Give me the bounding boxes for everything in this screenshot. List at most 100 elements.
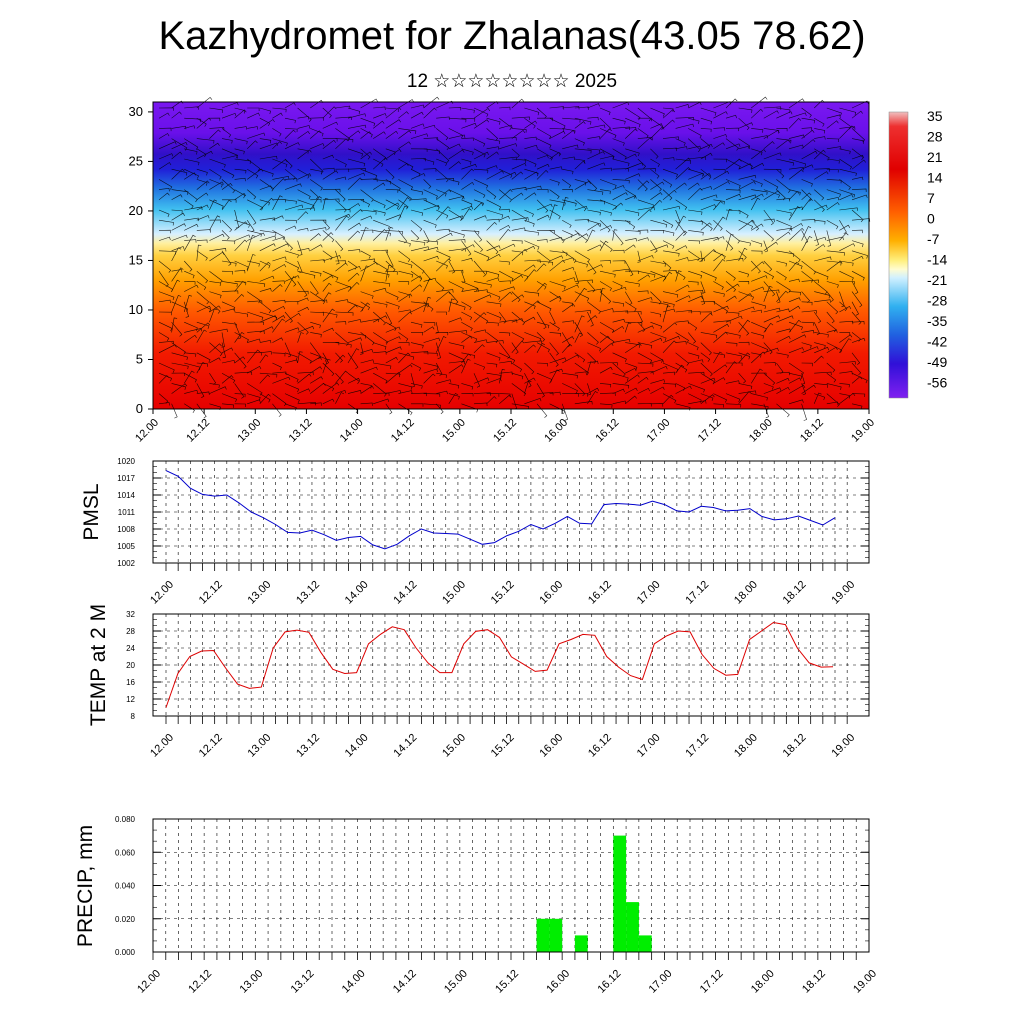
wind-barb [209,117,221,122]
precip-grid [152,819,869,952]
precip-y-tick-label: 0.080 [115,815,136,824]
wind-barb [536,301,552,312]
wind-barb [259,119,275,129]
wind-barb [448,209,463,221]
wind-barb [814,168,830,172]
wind-barb [826,281,839,288]
wind-barb [184,403,195,414]
wind-barb [398,111,409,119]
wind-barb [373,179,391,185]
wind-barb [751,286,765,292]
wind-barb [700,332,718,339]
wind-barb [612,286,627,292]
wind-barb [763,260,773,272]
wind-barb [461,168,475,180]
wind-barb [801,117,815,124]
wind-barb [813,311,822,324]
wind-barb [335,105,351,110]
wind-barb [360,227,369,241]
wind-barb [360,98,378,109]
wind-barb [297,107,312,122]
wind-barb [574,291,590,302]
wind-barb [284,342,292,358]
wind-barb [612,202,624,211]
wind-barb [839,107,857,116]
wind-barb [751,162,765,170]
wind-barb [284,117,296,124]
wind-barb [776,250,795,257]
wind-barb [625,321,643,326]
wind-barb [637,250,641,263]
wind-barb [511,403,529,410]
wind-barb [662,205,681,211]
temp-x-tick-label: 13.12 [294,732,322,760]
wind-barb [322,230,335,243]
wind-barb [448,393,460,400]
wind-barb [624,128,638,139]
wind-barb [574,180,591,190]
wind-barb [699,250,703,262]
wind-barb [410,383,423,389]
colorbar-label: -56 [927,375,947,391]
precip-y-tick-label: 0.020 [115,915,136,924]
wind-barb [385,148,402,160]
wind-barb [247,399,261,405]
wind-barb [347,372,360,384]
temp-grid [153,614,869,716]
wind-barb [486,253,501,262]
wind-barb [461,158,472,165]
wind-barb [423,277,437,282]
wind-barb [851,332,861,342]
wind-barb [688,352,700,359]
wind-barb [662,371,676,376]
wind-barb [259,301,272,314]
wind-barb [612,352,627,363]
wind-barb [310,179,323,191]
wind-barb [196,117,207,127]
wind-barb [259,243,276,252]
wind-barb [423,240,439,245]
wind-barb [221,375,234,384]
wind-barb [851,194,868,201]
wind-barb [486,352,501,361]
wind-barb [209,248,227,252]
wind-barb [549,291,562,302]
wind-barb [284,225,297,231]
wind-barb [725,403,742,408]
heatmap-x-tick-label: 18.00 [747,417,775,445]
wind-barb [574,138,585,146]
wind-barb [826,329,838,333]
wind-barb [259,372,278,378]
wind-barb [536,263,547,272]
pmsl-x-tick-label: 13.00 [245,579,273,607]
wind-barb [499,168,513,178]
wind-barb [511,372,524,380]
wind-barb [612,383,630,389]
wind-barb [814,189,825,201]
wind-barb [625,153,637,160]
wind-barb [335,189,346,202]
wind-barb [259,138,272,144]
colorbar-label: -14 [927,252,947,268]
wind-barb [662,308,675,313]
wind-barb [436,311,447,315]
wind-barb [473,107,491,119]
wind-barb [486,362,498,368]
wind-barb [587,342,601,352]
wind-barb [763,372,776,386]
wind-barb [335,250,340,265]
wind-barb [297,227,309,232]
wind-barb [335,215,349,231]
wind-barb [284,276,297,292]
wind-barb [398,311,413,323]
wind-barb [373,106,386,111]
wind-barb [776,179,791,193]
wind-barb [549,255,564,262]
wind-barb [196,270,209,284]
wind-barb [221,138,233,144]
wind-barb [599,225,613,231]
pmsl-y-tick-label: 1005 [117,542,135,551]
wind-barb [536,163,550,170]
wind-barb [587,162,606,170]
wind-barb [763,281,776,297]
